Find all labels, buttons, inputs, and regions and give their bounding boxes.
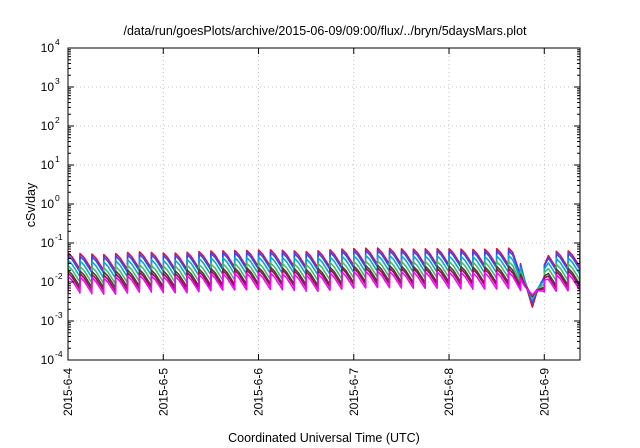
y-tick-exponent: 0: [55, 193, 60, 203]
y-tick-base: 10: [41, 197, 55, 211]
y-tick-base: 10: [41, 353, 55, 367]
y-tick-label: 10 -2: [41, 271, 63, 289]
y-tick-label: 10 -4: [41, 349, 63, 367]
series-line: [68, 264, 580, 298]
x-tick-label: 2015-6-8: [442, 368, 456, 416]
y-tick-exponent: -4: [55, 349, 63, 359]
y-tick-label: 10 1: [41, 154, 60, 172]
y-tick-base: 10: [41, 158, 55, 172]
x-tick-label: 2015-6-7: [347, 368, 361, 416]
y-axis-label: cSv/day: [24, 182, 38, 227]
x-tick-label: 2015-6-9: [537, 368, 551, 416]
y-tick-label: 10 -1: [41, 232, 63, 250]
series-line: [68, 260, 580, 299]
y-tick-exponent: 1: [55, 154, 60, 164]
series-line: [68, 249, 580, 304]
y-tick-base: 10: [41, 275, 55, 289]
chart-title: /data/run/goesPlots/archive/2015-06-09/0…: [123, 24, 527, 38]
y-tick-base: 10: [41, 119, 55, 133]
y-tick-base: 10: [41, 41, 55, 55]
y-tick-exponent: 4: [55, 37, 60, 47]
plot-frame: [67, 47, 581, 361]
y-tick-label: 10 4: [41, 37, 60, 55]
y-tick-exponent: -1: [55, 232, 63, 242]
x-tick-labels: 2015-6-4 2015-6-5 2015-6-6 2015-6-7 2015-6-8…: [61, 368, 551, 416]
y-tick-base: 10: [41, 236, 55, 250]
y-tick-label: 10 0: [41, 193, 60, 211]
y-tick-label: 10 3: [41, 76, 60, 94]
y-tick-exponent: -3: [55, 310, 63, 320]
y-tick-base: 10: [41, 80, 55, 94]
series-line: [68, 254, 580, 301]
x-tick-label: 2015-6-5: [156, 368, 170, 416]
x-axis-label: Coordinated Universal Time (UTC): [228, 431, 420, 445]
y-tick-label: 10 -3: [41, 310, 63, 328]
x-tick-label: 2015-6-6: [252, 368, 266, 416]
y-tick-label: 10 2: [41, 115, 60, 133]
y-tick-exponent: -2: [55, 271, 63, 281]
series-group: [68, 247, 580, 308]
x-tick-label: 2015-6-4: [61, 368, 75, 416]
series-line: [68, 247, 580, 308]
y-tick-exponent: 3: [55, 76, 60, 86]
y-tick-exponent: 2: [55, 115, 60, 125]
y-tick-base: 10: [41, 314, 55, 328]
series-line: [68, 270, 580, 296]
series-line: [68, 267, 580, 297]
